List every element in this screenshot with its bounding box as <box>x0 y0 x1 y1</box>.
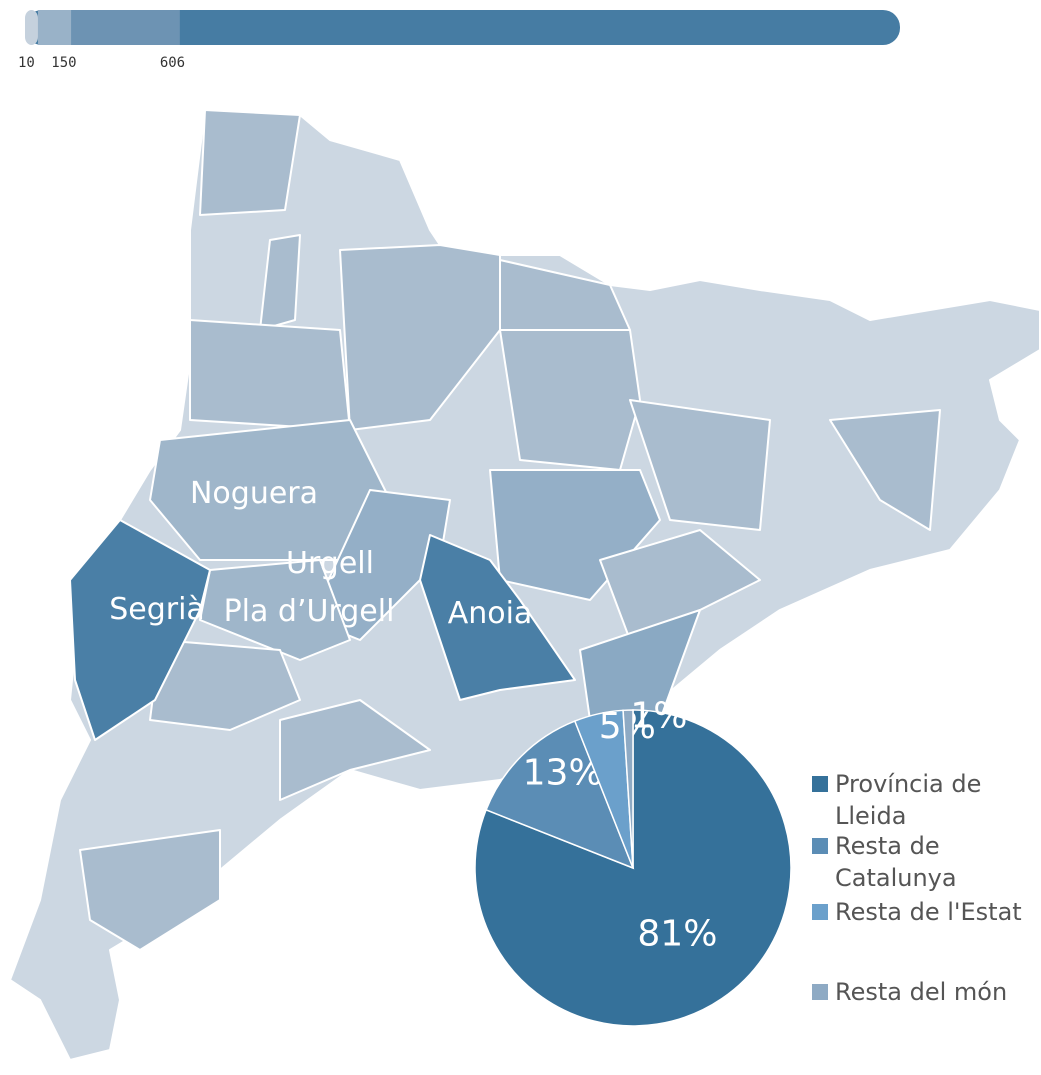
region <box>189 319 351 431</box>
legend-item: Resta de l'Estat <box>812 896 1037 928</box>
region-label: Pla d’Urgell <box>224 594 395 629</box>
legend-label: Província de Lleida <box>835 770 982 830</box>
pie-slice <box>622 709 634 869</box>
region-anoia <box>419 534 576 701</box>
region <box>149 639 301 731</box>
legend-item: Resta de Catalunya <box>812 830 1037 894</box>
legend-swatch <box>812 838 828 854</box>
region <box>199 559 351 661</box>
region-label: Segrià <box>109 592 205 627</box>
region-segria <box>69 519 211 741</box>
scale-segment <box>25 10 38 45</box>
region <box>629 399 771 531</box>
map-regions <box>9 109 1041 1061</box>
pie: 81%13%5%1% <box>474 695 792 1027</box>
legend-label: Resta de Catalunya <box>835 832 957 892</box>
region <box>599 529 761 641</box>
region-label: Urgell <box>286 546 374 581</box>
region <box>199 109 301 216</box>
region <box>79 829 221 951</box>
legend-label: Resta de l'Estat <box>835 898 1022 926</box>
region-label: Noguera <box>190 476 318 511</box>
pie-slice <box>485 720 635 870</box>
region <box>259 234 301 331</box>
legend-swatch <box>812 984 828 1000</box>
legend-swatch <box>812 776 828 792</box>
region-label: Anoia <box>448 596 533 631</box>
scale-tick-label: 10 <box>18 55 35 71</box>
region <box>499 329 641 471</box>
scale-segment <box>71 10 180 45</box>
scale-bar-background <box>25 10 900 45</box>
scale-segment <box>37 10 72 45</box>
pie-label: 81% <box>637 913 717 954</box>
pie-label: 1% <box>630 695 687 736</box>
legend-swatch <box>812 904 828 920</box>
legend-label: Resta del món <box>835 978 1008 1006</box>
region <box>829 409 941 531</box>
scale-tick-label: 150 <box>51 55 76 71</box>
legend-item: Província de Lleida <box>812 768 1037 832</box>
scale-tick-label: 606 <box>160 55 185 71</box>
region <box>279 699 431 801</box>
scale-bar: 10 150 606 <box>18 10 900 71</box>
legend-item: Resta del món <box>812 976 1037 1008</box>
